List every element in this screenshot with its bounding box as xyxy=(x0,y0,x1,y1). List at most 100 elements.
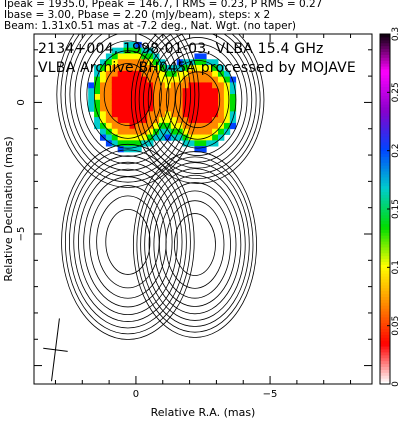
heat-cell xyxy=(105,70,113,78)
heat-cell xyxy=(123,140,130,147)
heat-cell xyxy=(117,65,124,72)
heat-cell xyxy=(206,82,213,89)
colorbar-segment xyxy=(380,66,390,70)
colorbar-segment xyxy=(380,136,390,140)
heat-cell xyxy=(218,111,225,118)
heat-cell xyxy=(176,70,184,78)
heat-cell xyxy=(99,59,107,66)
colorbar-segment xyxy=(380,249,390,254)
heat-cell xyxy=(159,59,166,66)
heat-cell xyxy=(129,88,136,95)
y-axis-label: Relative Declination (mas) xyxy=(2,136,15,281)
heat-cell xyxy=(94,122,101,130)
heat-cell xyxy=(153,88,160,95)
heat-cell xyxy=(153,105,160,112)
heat-cell xyxy=(212,122,219,130)
heat-cell xyxy=(105,134,113,141)
plot-frame xyxy=(33,33,373,385)
ghost-contour xyxy=(153,182,237,307)
core-contour xyxy=(69,34,187,171)
heat-cell xyxy=(105,76,113,83)
colorbar-segment xyxy=(380,69,390,73)
core-contour xyxy=(158,51,237,149)
colorbar-segment xyxy=(380,63,390,67)
heat-cell xyxy=(182,128,189,135)
heat-cell xyxy=(218,99,225,106)
heat-cell xyxy=(141,47,148,54)
heat-cell xyxy=(218,76,225,83)
heat-cell xyxy=(111,122,119,130)
colorbar-segment xyxy=(380,314,390,318)
colorbar-segment xyxy=(380,80,390,85)
heat-cell xyxy=(117,47,124,54)
heat-cell xyxy=(117,111,124,118)
heat-cell xyxy=(153,59,160,66)
heat-cell xyxy=(229,111,237,118)
heat-cell xyxy=(170,94,178,101)
heat-cell xyxy=(111,99,119,106)
heat-cell xyxy=(123,134,130,141)
heat-cell xyxy=(111,88,119,95)
colorbar-segment xyxy=(380,302,390,306)
heat-cell xyxy=(99,105,107,112)
heat-cell xyxy=(153,99,160,106)
heat-cell xyxy=(135,111,142,118)
heat-cell xyxy=(212,59,219,66)
heat-cell xyxy=(223,99,231,106)
core-contour xyxy=(60,34,196,183)
heat-cell xyxy=(176,122,184,130)
heat-cell xyxy=(129,76,136,83)
polarization-heatmap xyxy=(88,41,237,153)
colorbar-segment xyxy=(380,115,390,120)
ghost-contour xyxy=(165,200,225,289)
heat-cell xyxy=(194,140,201,147)
heat-cell xyxy=(170,128,178,135)
heat-cell xyxy=(176,111,184,118)
header-line-2: Ibase = 3.00, Pbase = 2.20 (mJy/beam), s… xyxy=(4,9,271,21)
heat-cell xyxy=(218,65,225,72)
heat-cell xyxy=(117,59,124,66)
heat-cell xyxy=(176,117,184,124)
heat-cell xyxy=(176,88,184,95)
heat-cell xyxy=(176,59,184,66)
colorbar-segment xyxy=(380,54,390,58)
heat-cell xyxy=(111,70,119,78)
heat-cell xyxy=(200,65,207,72)
heat-cell xyxy=(105,59,113,66)
beam-marker xyxy=(43,318,68,382)
heat-cell xyxy=(206,105,213,112)
heat-cell xyxy=(170,82,178,89)
heat-cell xyxy=(212,99,219,106)
ghost-contour xyxy=(78,168,178,316)
colorbar-segment xyxy=(380,144,390,149)
heat-cell xyxy=(147,47,154,54)
heat-cell xyxy=(135,82,142,89)
heat-cell xyxy=(223,94,231,101)
heat-cell xyxy=(123,88,130,95)
heat-cell xyxy=(164,105,172,112)
heat-cell xyxy=(194,82,201,89)
ghost-contour xyxy=(136,156,254,333)
heat-cell xyxy=(188,76,195,83)
heat-cell xyxy=(147,105,154,112)
heat-cell xyxy=(206,134,213,141)
axis-ticks: 0 −5 0 −5 xyxy=(16,34,372,400)
heat-cell xyxy=(223,88,231,95)
colorbar-segment xyxy=(380,153,390,157)
colorbar-segment xyxy=(380,351,390,356)
heat-cell xyxy=(212,140,219,147)
ghost-contour xyxy=(140,162,250,327)
heat-cell xyxy=(129,94,136,101)
heat-cell xyxy=(129,82,136,89)
colorbar-segment xyxy=(380,296,390,300)
heat-cell xyxy=(88,88,95,95)
core-contour xyxy=(80,34,176,157)
heat-cell xyxy=(159,117,166,124)
heat-cell xyxy=(182,65,189,72)
heat-cell xyxy=(176,99,184,106)
heat-cell xyxy=(200,105,207,112)
colorbar-segment xyxy=(380,194,390,198)
heat-cell xyxy=(105,99,113,106)
heat-cell xyxy=(153,53,160,60)
